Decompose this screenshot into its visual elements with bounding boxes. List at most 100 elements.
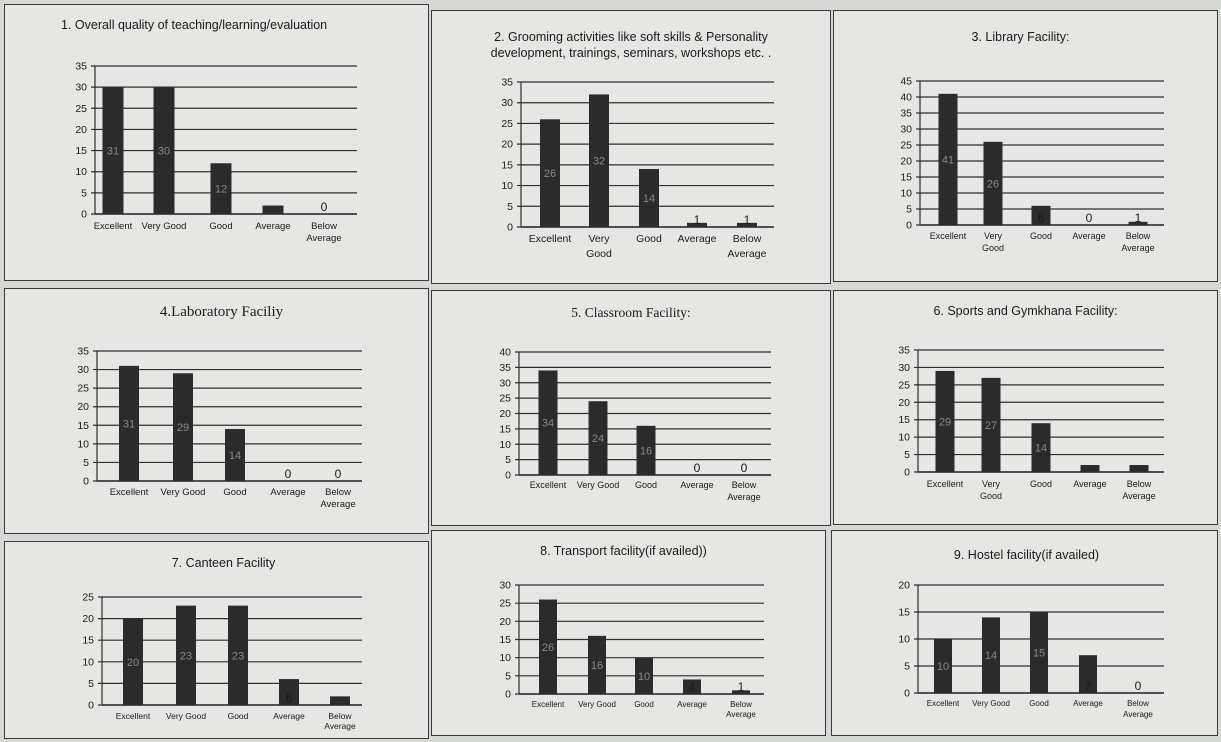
x-tick-label: Very Good <box>972 699 1010 708</box>
x-tick-label: Good <box>635 480 657 490</box>
y-tick-label: 10 <box>82 656 94 668</box>
y-tick-label: 10 <box>75 166 87 178</box>
y-tick-label: 10 <box>898 634 910 646</box>
bar-chart: 0 5 10 15 20 25 30 35 40 34 Excellent 24 Very Good 16… <box>499 347 771 502</box>
bar <box>934 639 952 693</box>
y-tick-label: 40 <box>499 347 511 359</box>
x-tick-label: Very Good <box>577 480 620 490</box>
bar <box>102 87 124 214</box>
chart-title: 9. Hostel facility(if availed) <box>953 548 1100 562</box>
x-tick-label: Average <box>1072 231 1105 241</box>
y-tick-label: 5 <box>88 678 94 690</box>
x-tick-label: Below Average <box>727 480 760 502</box>
bar <box>176 605 196 705</box>
data-label: 10 <box>937 661 949 673</box>
data-label: 7 <box>1085 679 1092 693</box>
y-tick-label: 35 <box>77 346 89 358</box>
bar-chart: 0 5 10 15 20 25 30 35 31 Excellent 30 Very Good 12 Go… <box>75 61 357 244</box>
bar <box>589 94 609 227</box>
bar <box>1031 205 1051 225</box>
bar <box>153 87 175 214</box>
y-tick-label: 0 <box>88 700 94 712</box>
x-tick-label: Below Average <box>324 711 356 731</box>
data-label: 15 <box>1033 648 1045 660</box>
bar <box>935 370 955 472</box>
data-label: 16 <box>640 445 652 457</box>
x-tick-label: Average <box>1073 479 1106 489</box>
data-label: 23 <box>180 650 192 662</box>
y-tick-label: 20 <box>898 580 910 592</box>
data-label: 31 <box>123 418 135 430</box>
data-label: 4 <box>689 680 696 694</box>
bar <box>262 205 284 214</box>
y-tick-label: 20 <box>75 124 87 136</box>
bar <box>732 690 750 694</box>
chart-panel-laboratory: 4.Laboratory Faciliy 0 5 10 15 20 25 30 35 31 Exc… <box>4 288 429 534</box>
bar <box>636 425 656 475</box>
x-tick-label: Good <box>1030 231 1052 241</box>
x-tick-label: Excellent <box>927 479 964 489</box>
x-tick-label: Average <box>255 221 290 232</box>
y-tick-label: 20 <box>82 613 94 625</box>
data-label: 31 <box>107 146 119 158</box>
chart-title: 7. Canteen Facility <box>171 556 276 570</box>
x-tick-label: Good <box>223 487 246 498</box>
bar <box>123 618 143 705</box>
y-tick-label: 15 <box>900 172 912 184</box>
data-label: 26 <box>987 178 999 190</box>
y-tick-label: 25 <box>898 379 910 391</box>
bar-chart: 0 5 10 15 20 10 Excellent 14 Very Good 15 Good 7 Ave… <box>898 580 1164 719</box>
bar-chart: 0 5 10 15 20 25 30 35 29 Excellent 27 Very Good 14 Goo… <box>898 345 1164 501</box>
y-tick-label: 25 <box>82 592 94 604</box>
chart-title: 8. Transport facility(if availed)) <box>540 544 707 558</box>
data-label: 1 <box>744 213 751 227</box>
y-tick-label: 20 <box>501 139 513 151</box>
x-tick-label: Below Average <box>320 487 355 510</box>
data-label: 0 <box>335 467 342 481</box>
x-tick-label: Below Average <box>1122 479 1155 501</box>
y-tick-label: 5 <box>904 661 910 673</box>
x-tick-label: Very Good <box>982 231 1004 253</box>
x-tick-label: Excellent <box>927 699 960 708</box>
y-tick-label: 30 <box>77 364 89 376</box>
y-tick-label: 0 <box>83 476 89 488</box>
bar <box>938 93 958 225</box>
x-tick-label: Below Average <box>306 221 341 244</box>
chart-panel-grooming-activities: 2. Grooming activities like soft skills … <box>431 10 831 284</box>
data-label: 23 <box>232 650 244 662</box>
bar <box>1080 465 1100 472</box>
y-tick-label: 25 <box>499 393 511 405</box>
bar <box>228 605 248 705</box>
chart-panel-sports-gymkhana: 6. Sports and Gymkhana Facility: 0 5 10 15 2… <box>833 290 1218 525</box>
y-tick-label: 35 <box>898 345 910 357</box>
y-tick-label: 30 <box>499 377 511 389</box>
y-tick-label: 30 <box>900 124 912 136</box>
y-tick-label: 35 <box>75 61 87 73</box>
bar <box>983 141 1003 225</box>
data-label: 0 <box>741 461 748 475</box>
y-tick-label: 45 <box>900 76 912 88</box>
data-label: 1 <box>738 680 745 694</box>
y-tick-label: 5 <box>904 449 910 461</box>
y-tick-label: 0 <box>505 470 511 482</box>
bar <box>981 377 1001 472</box>
chart-title: 6. Sports and Gymkhana Facility: <box>933 304 1118 318</box>
y-tick-label: 0 <box>507 222 513 234</box>
y-tick-label: 0 <box>904 467 910 479</box>
y-tick-label: 5 <box>906 204 912 216</box>
y-tick-label: 35 <box>499 362 511 374</box>
bar <box>539 599 557 694</box>
data-label: 20 <box>127 657 139 669</box>
x-tick-label: Excellent <box>930 231 967 241</box>
data-label: 26 <box>542 642 554 654</box>
y-tick-label: 15 <box>75 145 87 157</box>
y-tick-label: 20 <box>77 401 89 413</box>
chart-title: 3. Library Facility: <box>971 30 1070 44</box>
data-label: 1 <box>694 213 701 227</box>
y-tick-label: 0 <box>904 688 910 700</box>
bar <box>279 679 299 705</box>
x-tick-label: Very Good <box>586 233 612 260</box>
y-tick-label: 25 <box>501 118 513 130</box>
x-tick-label: Very Good <box>161 487 206 498</box>
x-tick-label: Below Average <box>726 700 756 719</box>
